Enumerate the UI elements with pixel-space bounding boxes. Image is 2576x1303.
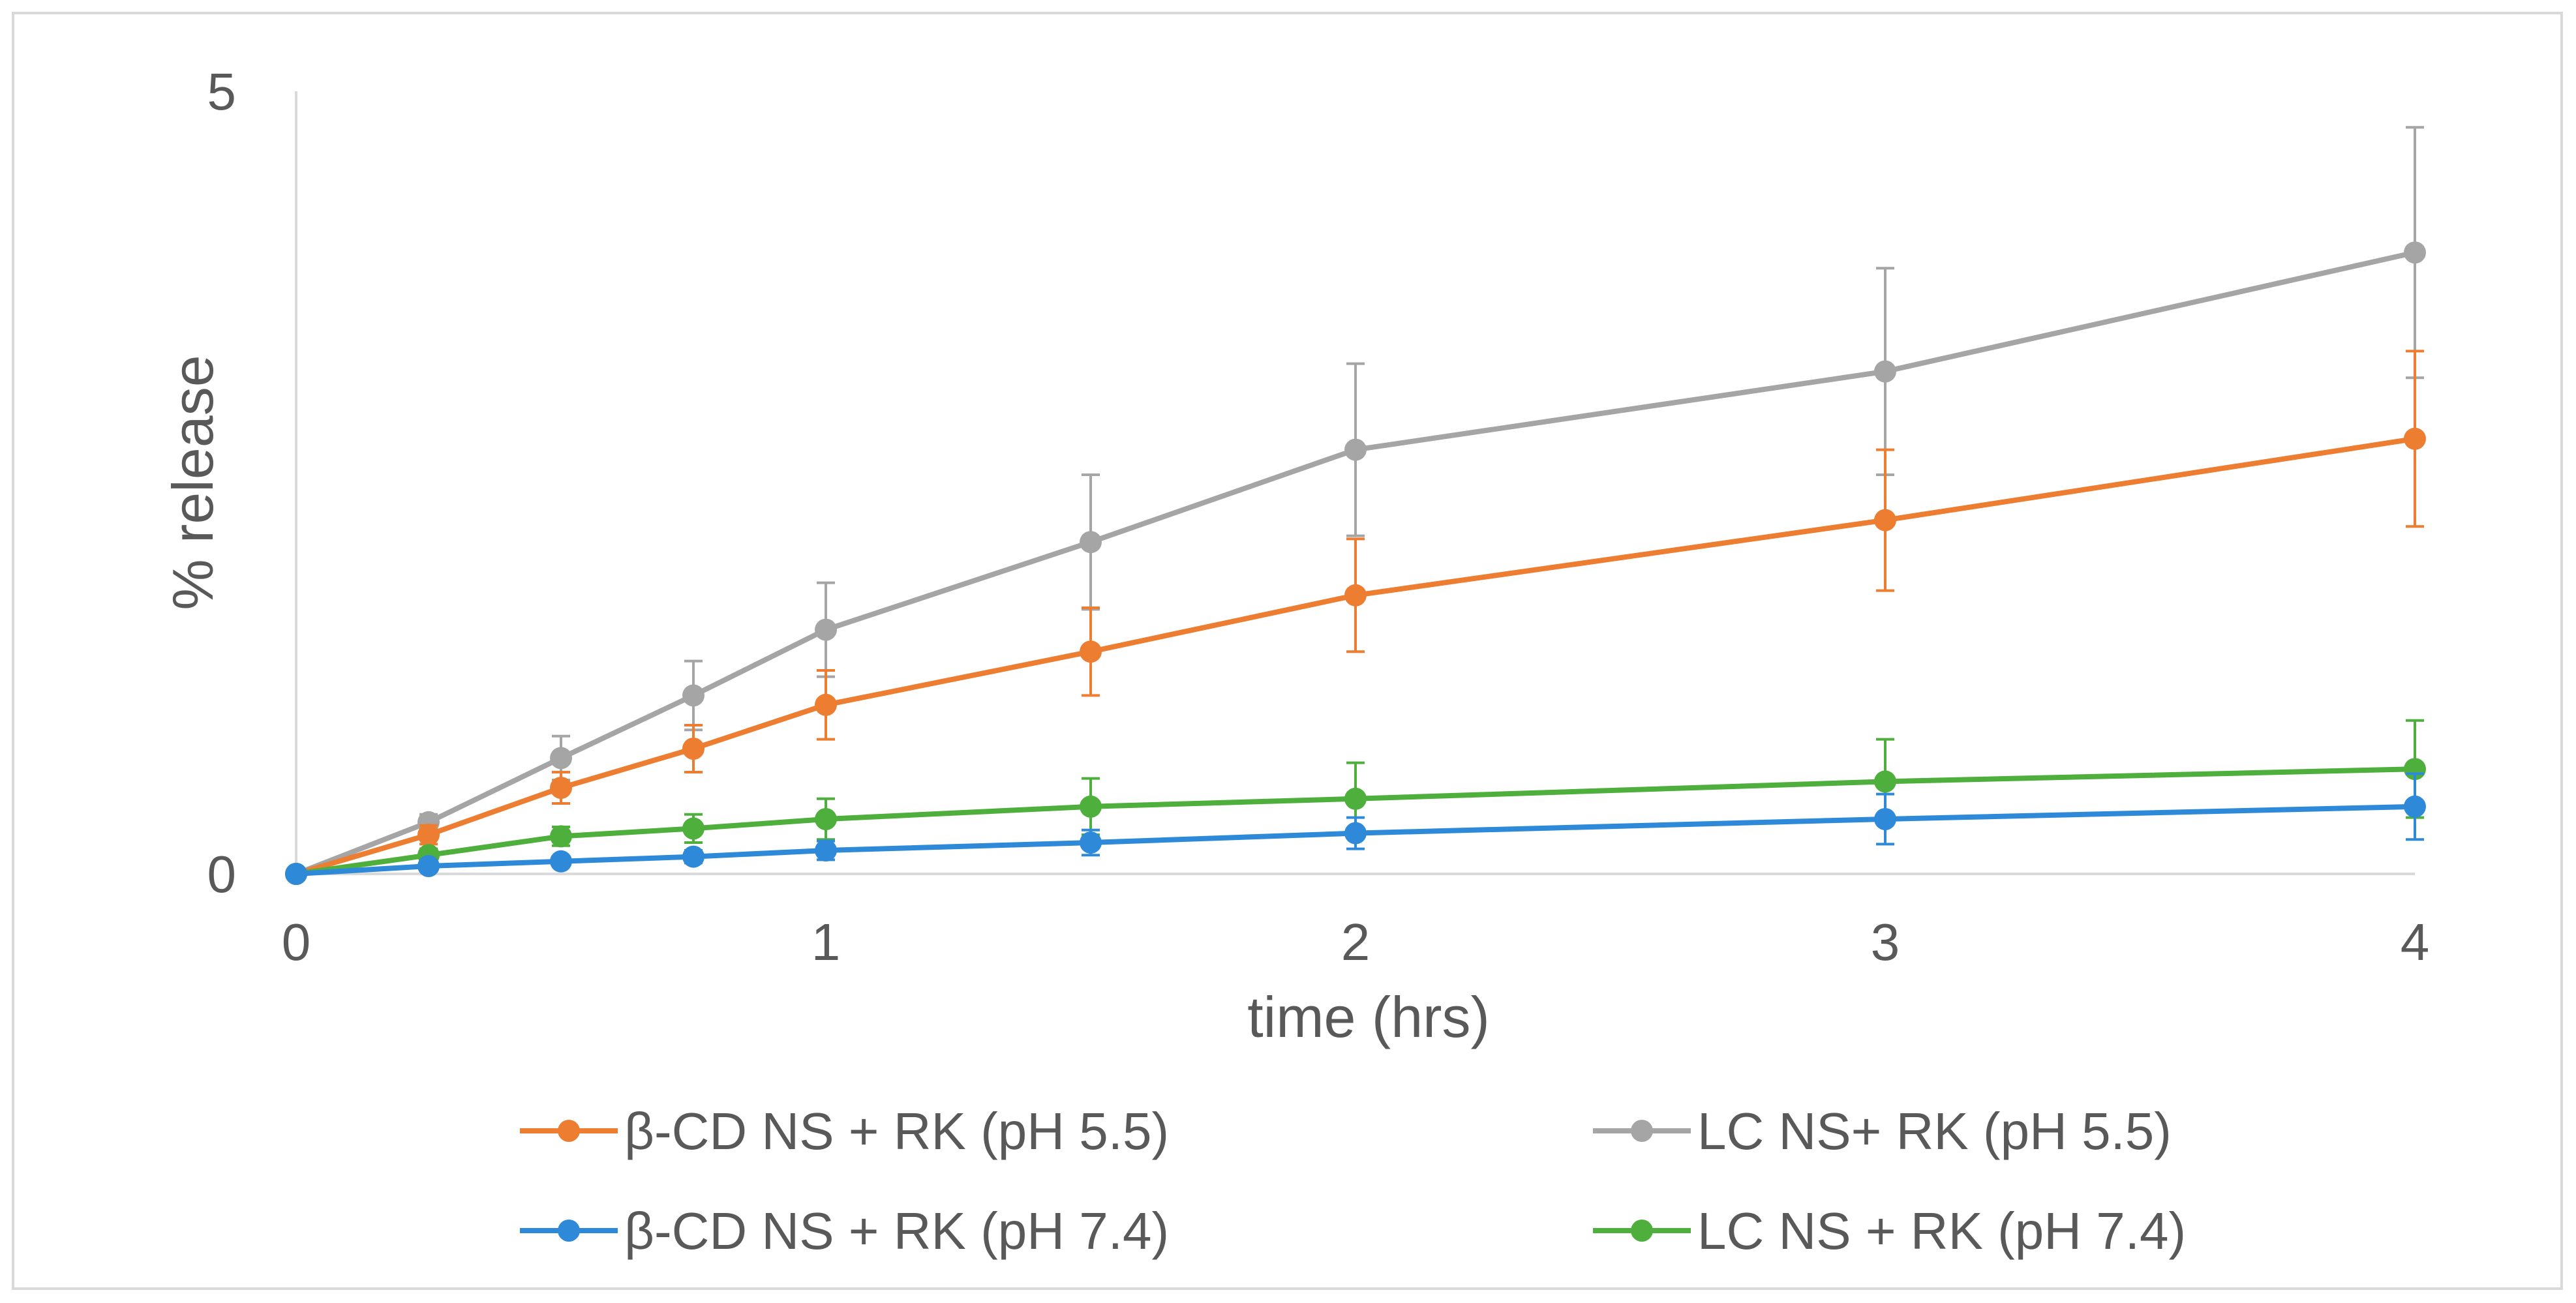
data-point — [1344, 822, 1367, 845]
data-point — [815, 808, 837, 830]
legend-marker — [558, 1120, 580, 1142]
legend-label: LC NS+ RK (pH 5.5) — [1697, 1102, 2172, 1160]
legend-label: LC NS + RK (pH 7.4) — [1697, 1202, 2186, 1260]
data-point — [1080, 531, 1102, 554]
data-point — [417, 824, 440, 846]
data-point — [417, 855, 440, 877]
data-point — [1080, 640, 1102, 663]
data-point — [682, 817, 705, 840]
x-tick-label: 2 — [1341, 913, 1371, 971]
series-3 — [285, 719, 2426, 885]
data-point — [550, 777, 572, 799]
series-2 — [285, 772, 2426, 885]
y-tick-label: 0 — [207, 845, 237, 903]
legend-entry: LC NS+ RK (pH 5.5) — [1593, 1102, 2172, 1160]
data-point — [2404, 427, 2426, 450]
x-tick-label: 1 — [811, 913, 841, 971]
data-point — [682, 845, 705, 868]
data-point — [1080, 831, 1102, 854]
data-point — [1874, 770, 1896, 793]
legend-entry: β-CD NS + RK (pH 7.4) — [520, 1202, 1169, 1260]
series-1 — [285, 126, 2426, 885]
legend-entry: LC NS + RK (pH 7.4) — [1593, 1202, 2186, 1260]
legend-marker — [1631, 1120, 1653, 1142]
legend-marker — [558, 1220, 580, 1242]
data-point — [1344, 438, 1367, 461]
x-tick-labels: 0 1 2 3 4 — [282, 913, 2430, 971]
x-tick-label: 0 — [282, 913, 311, 971]
x-tick-label: 3 — [1871, 913, 1900, 971]
data-point — [550, 850, 572, 873]
data-point — [815, 618, 837, 641]
data-point — [285, 863, 307, 885]
legend: β-CD NS + RK (pH 5.5) LC NS+ RK (pH 5.5) β… — [520, 1102, 2186, 1260]
data-point — [1344, 584, 1367, 607]
data-point — [550, 747, 572, 770]
legend-label: β-CD NS + RK (pH 7.4) — [624, 1202, 1169, 1260]
data-point — [815, 839, 837, 861]
x-axis-label: time (hrs) — [1247, 985, 1490, 1049]
legend-marker — [1631, 1220, 1653, 1242]
data-point — [1874, 808, 1896, 830]
y-tick-label: 5 — [207, 63, 237, 121]
data-point — [815, 693, 837, 716]
data-point — [1080, 795, 1102, 818]
data-point — [1874, 509, 1896, 532]
data-point — [1344, 787, 1367, 810]
data-point — [550, 825, 572, 848]
data-point — [682, 738, 705, 760]
y-axis-label: % release — [160, 355, 225, 610]
data-point — [1874, 360, 1896, 383]
axes — [295, 91, 2415, 875]
legend-entry: β-CD NS + RK (pH 5.5) — [520, 1102, 1169, 1160]
x-tick-label: 4 — [2401, 913, 2430, 971]
data-point — [682, 684, 705, 707]
data-point — [2404, 241, 2426, 264]
data-point — [2404, 795, 2426, 818]
legend-label: β-CD NS + RK (pH 5.5) — [624, 1102, 1169, 1160]
plot-area — [285, 126, 2426, 885]
y-tick-labels: 05 — [207, 63, 237, 903]
